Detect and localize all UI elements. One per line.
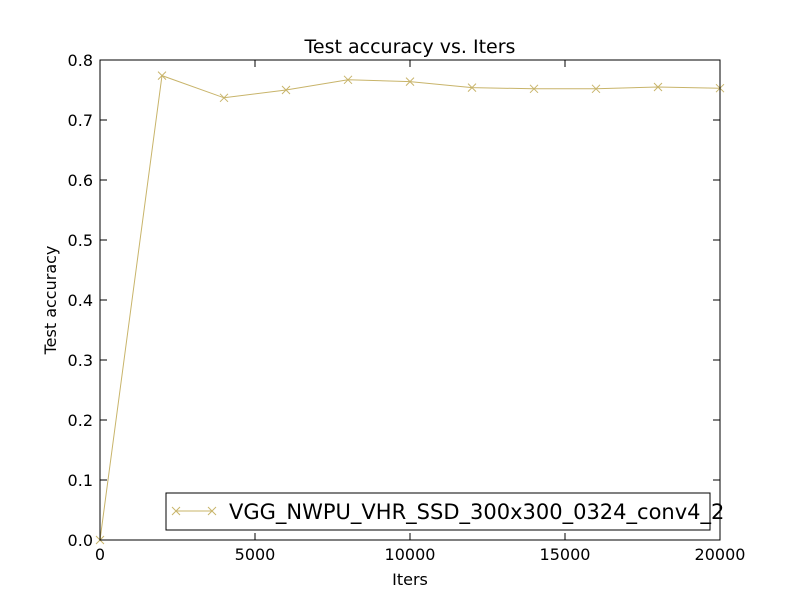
x-tick-label: 15000 xyxy=(540,545,591,564)
data-point xyxy=(405,77,415,86)
y-tick-label: 0.0 xyxy=(68,531,93,550)
x-tick-label: 20000 xyxy=(695,545,746,564)
data-point xyxy=(281,85,291,95)
x-tick-label: 10000 xyxy=(385,545,436,564)
y-tick-label: 0.4 xyxy=(68,291,93,310)
data-point xyxy=(653,82,663,92)
series-layer xyxy=(95,71,725,545)
y-axis-label: Test accuracy xyxy=(41,246,60,356)
data-point xyxy=(529,84,539,94)
y-tick-label: 0.6 xyxy=(68,171,93,190)
data-point xyxy=(467,83,477,92)
y-tick-label: 0.1 xyxy=(68,471,93,490)
tick-labels-layer: 0 5000 10000 15000 20000 0.0 0.1 0.2 0.3 0.4 0.5 0.… xyxy=(68,51,746,564)
y-tick-label: 0.5 xyxy=(68,231,93,250)
chart-title: Test accuracy vs. Iters xyxy=(304,36,516,58)
x-tick-label: 0 xyxy=(95,545,105,564)
x-axis-label: Iters xyxy=(392,570,428,589)
axes-frame xyxy=(99,59,721,541)
y-tick-label: 0.2 xyxy=(68,411,93,430)
data-point xyxy=(591,84,601,94)
data-point xyxy=(219,93,229,103)
legend-swatch xyxy=(171,506,217,516)
plot-background xyxy=(100,60,720,540)
y-tick-label: 0.7 xyxy=(68,111,93,130)
legend-label: VGG_NWPU_VHR_SSD_300x300_0324_conv4_2 xyxy=(229,500,724,525)
legend: VGG_NWPU_VHR_SSD_300x300_0324_conv4_2 xyxy=(165,492,724,531)
x-tick-label: 5000 xyxy=(235,545,276,564)
legend-box xyxy=(165,492,711,531)
data-point xyxy=(157,71,167,80)
plot-frame xyxy=(99,59,721,541)
plot-area xyxy=(100,60,720,540)
y-tick-label: 0.8 xyxy=(68,51,93,70)
y-tick-label: 0.3 xyxy=(68,351,93,370)
data-point xyxy=(343,75,353,85)
